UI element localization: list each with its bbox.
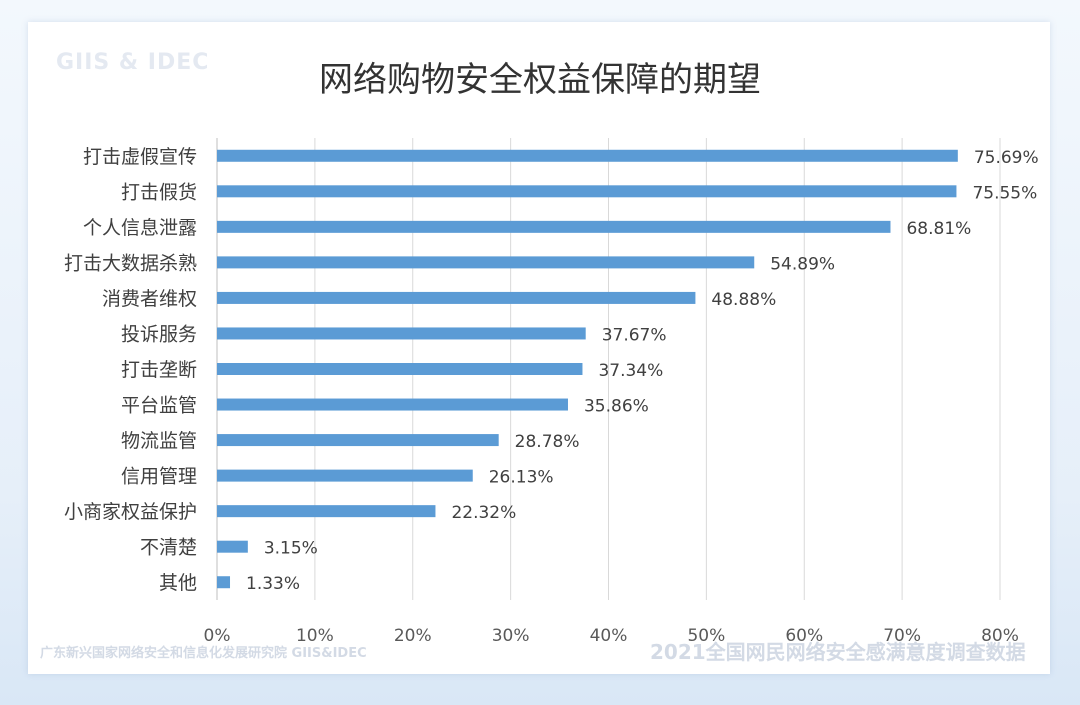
category-label: 打击大数据杀熟 [64, 252, 197, 274]
chart-title: 网络购物安全权益保障的期望 [319, 60, 761, 100]
x-tick-label: 50% [687, 626, 725, 646]
data-label: 28.78% [515, 432, 580, 452]
watermark-bottom-left: 广东新兴国家网络安全和信息化发展研究院 GIIS&IDEC [40, 646, 367, 661]
category-label: 小商家权益保护 [64, 501, 197, 523]
category-label: 其他 [159, 572, 197, 594]
bar [217, 576, 231, 589]
bar [217, 185, 957, 198]
bar [217, 291, 696, 304]
bar [217, 469, 473, 482]
category-label: 投诉服务 [121, 323, 197, 345]
bar [217, 327, 586, 340]
x-tick-label: 60% [785, 626, 823, 646]
data-label: 37.34% [598, 361, 663, 381]
bar [217, 434, 499, 447]
x-tick-label: 10% [296, 626, 334, 646]
bar [217, 540, 248, 553]
bar [217, 398, 568, 411]
x-tick-label: 70% [883, 626, 921, 646]
watermark-bottom-right: 2021全国网民网络安全感满意度调查数据 [650, 640, 1026, 664]
watermark-top-left: GIIS & IDEC [56, 50, 210, 75]
category-label: 消费者维权 [102, 288, 197, 310]
x-tick-label: 30% [492, 626, 530, 646]
category-label: 物流监管 [121, 430, 197, 452]
data-label: 1.33% [246, 574, 300, 594]
data-label: 54.89% [770, 254, 835, 274]
data-label: 35.86% [584, 397, 649, 417]
data-label: 37.67% [602, 325, 667, 345]
bar [217, 149, 958, 162]
data-label: 3.15% [264, 539, 318, 559]
x-tick-label: 80% [981, 626, 1019, 646]
bar [217, 220, 891, 233]
x-tick-label: 0% [204, 626, 231, 646]
bar [217, 363, 583, 375]
category-label: 个人信息泄露 [83, 217, 197, 239]
category-label: 不清楚 [140, 537, 197, 559]
data-label: 22.32% [451, 503, 516, 523]
data-label: 68.81% [906, 219, 971, 239]
x-tick-label: 20% [394, 626, 432, 646]
bar [217, 256, 755, 269]
chart-card [28, 22, 1050, 674]
category-label: 信用管理 [121, 466, 197, 488]
data-label: 75.55% [972, 183, 1037, 203]
data-label: 26.13% [489, 468, 554, 488]
data-label: 48.88% [711, 290, 776, 310]
bar [217, 505, 436, 518]
category-label: 平台监管 [121, 395, 197, 417]
category-label: 打击假货 [121, 181, 197, 203]
category-label: 打击虚假宣传 [83, 146, 197, 168]
x-tick-label: 40% [590, 626, 628, 646]
data-label: 75.69% [974, 148, 1039, 168]
category-label: 打击垄断 [121, 359, 197, 381]
